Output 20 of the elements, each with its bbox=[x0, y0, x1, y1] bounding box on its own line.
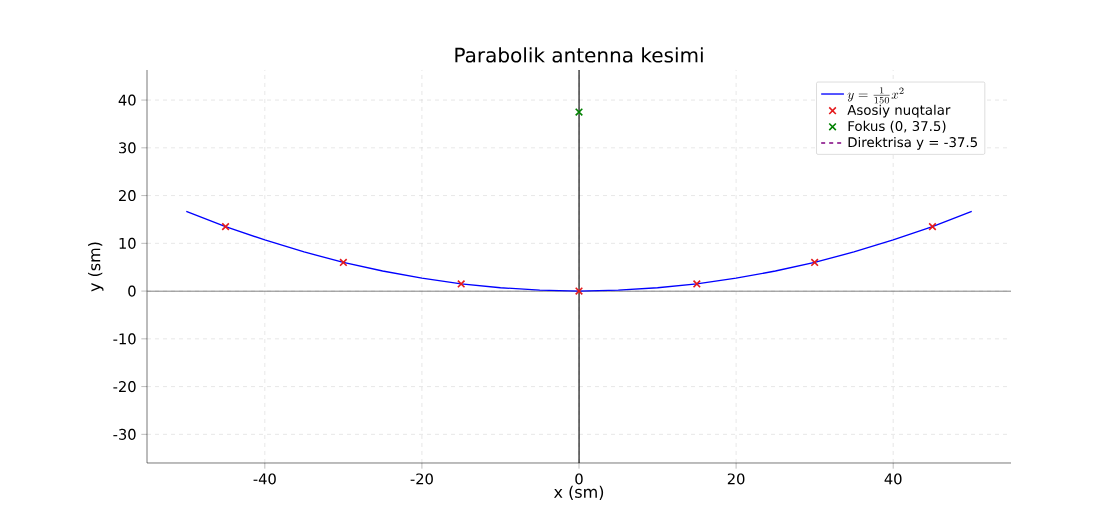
y-tick-label: 20 bbox=[119, 190, 136, 202]
y-tick-label: 40 bbox=[118, 94, 136, 106]
y-axis-title: y (sm) bbox=[88, 242, 104, 292]
y-tick-label: -20 bbox=[113, 381, 136, 393]
y-tick-label: 10 bbox=[119, 237, 136, 249]
legend-label: Direktrisa y = -37.5 bbox=[848, 136, 977, 150]
y-tick-label: -30 bbox=[113, 428, 136, 440]
x-tick-label: 20 bbox=[727, 473, 745, 485]
legend-label: Fokus (0, 37.5) bbox=[848, 120, 946, 133]
x-tick-label: 0 bbox=[575, 473, 583, 485]
y-tick-label: 30 bbox=[119, 142, 136, 154]
legend-label: $y = \frac{1}{150}x^2$ bbox=[847, 87, 904, 104]
x-tick-label: 40 bbox=[884, 473, 902, 485]
x-tick-label: -20 bbox=[410, 473, 433, 485]
x-tick-label: -40 bbox=[253, 473, 276, 485]
y-tick-label: 0 bbox=[128, 285, 136, 297]
x-axis-title: x (sm) bbox=[553, 485, 604, 500]
y-tick-label: -10 bbox=[113, 333, 136, 345]
legend-label: Asosiy nuqtalar bbox=[847, 104, 951, 118]
chart-title: Parabolik antenna kesimi bbox=[455, 47, 703, 63]
